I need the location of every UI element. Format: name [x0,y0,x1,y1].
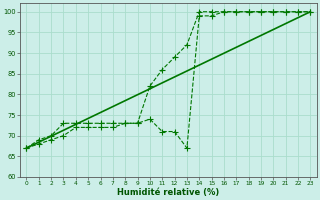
X-axis label: Humidité relative (%): Humidité relative (%) [117,188,220,197]
